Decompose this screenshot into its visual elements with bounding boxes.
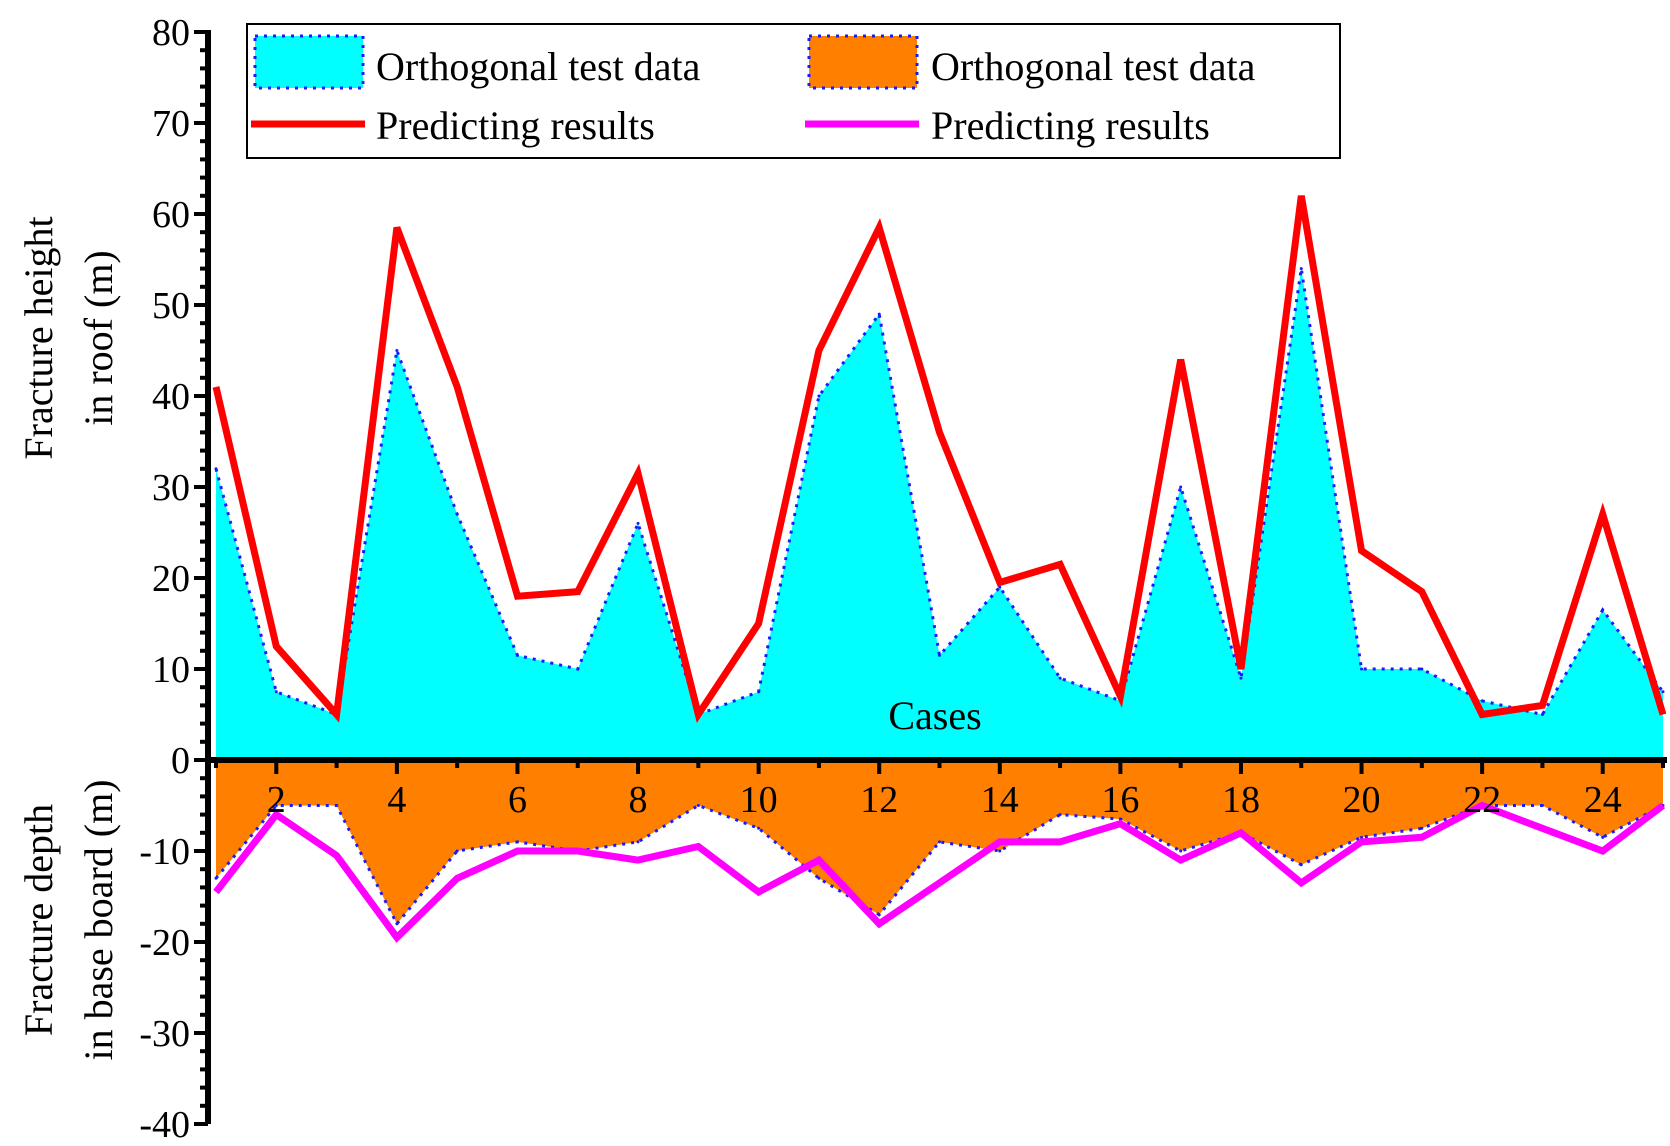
y-axis-title-upper-line1: Fracture height bbox=[16, 216, 61, 459]
data-point-series-1-15 bbox=[1058, 813, 1062, 817]
data-point-series-1-14 bbox=[998, 849, 1002, 853]
data-point-series-0-18 bbox=[1239, 676, 1243, 680]
data-point-series-0-15 bbox=[1058, 676, 1062, 680]
y-tick-label-20: 20 bbox=[152, 558, 190, 600]
data-point-series-0-23 bbox=[1540, 713, 1544, 716]
data-point-series-1-16 bbox=[1118, 817, 1122, 821]
data-point-series-0-22 bbox=[1480, 699, 1484, 703]
data-point-series-1-19 bbox=[1299, 863, 1303, 867]
legend-label-0: Orthogonal test data bbox=[376, 44, 701, 89]
x-tick-label-2: 2 bbox=[267, 779, 286, 821]
y-tick-label--40: -40 bbox=[139, 1104, 190, 1146]
data-point-series-0-4 bbox=[395, 349, 399, 352]
data-point-series-0-5 bbox=[455, 512, 459, 516]
x-axis-title: Cases bbox=[888, 693, 981, 738]
data-point-series-0-19 bbox=[1299, 267, 1303, 271]
x-tick-label-20: 20 bbox=[1343, 779, 1381, 821]
y-tick-label-50: 50 bbox=[152, 285, 190, 327]
legend-swatch-orange bbox=[807, 34, 919, 90]
line-layer bbox=[212, 195, 1667, 943]
data-point-series-1-4 bbox=[395, 922, 399, 926]
data-point-series-1-23 bbox=[1540, 804, 1544, 807]
data-point-series-1-21 bbox=[1420, 826, 1424, 830]
data-point-series-0-11 bbox=[817, 394, 821, 398]
data-point-series-1-6 bbox=[515, 840, 519, 844]
x-tick-label-12: 12 bbox=[860, 779, 898, 821]
data-point-series-1-3 bbox=[335, 804, 339, 807]
x-tick-label-8: 8 bbox=[629, 779, 648, 821]
data-point-series-0-25 bbox=[1661, 690, 1665, 694]
data-point-series-1-8 bbox=[636, 840, 640, 844]
data-point-series-0-21 bbox=[1420, 667, 1424, 671]
x-tick-label-10: 10 bbox=[740, 779, 778, 821]
data-point-series-1-24 bbox=[1601, 835, 1605, 839]
x-tick-label-22: 22 bbox=[1463, 779, 1501, 821]
legend-box bbox=[246, 23, 1341, 159]
data-point-series-0-20 bbox=[1360, 667, 1364, 671]
data-point-series-0-7 bbox=[576, 667, 580, 671]
data-point-series-1-9 bbox=[696, 804, 700, 807]
x-tick-label-4: 4 bbox=[387, 779, 406, 821]
legend-label-2: Predicting results bbox=[376, 103, 655, 148]
x-tick-label-6: 6 bbox=[508, 779, 527, 821]
x-tick-label-16: 16 bbox=[1101, 779, 1139, 821]
data-point-series-0-12 bbox=[877, 312, 881, 316]
y-tick-label-10: 10 bbox=[152, 649, 190, 691]
legend-label-1: Orthogonal test data bbox=[931, 44, 1256, 89]
y-tick-label--10: -10 bbox=[139, 831, 190, 873]
data-point-series-0-13 bbox=[938, 653, 941, 657]
data-point-series-0-8 bbox=[636, 521, 640, 525]
data-point-series-0-17 bbox=[1179, 485, 1183, 489]
y-tick-label-0: 0 bbox=[171, 740, 190, 782]
y-tick-label-70: 70 bbox=[152, 103, 190, 145]
y-tick-label-80: 80 bbox=[152, 12, 190, 54]
legend-swatch-cyan bbox=[253, 34, 365, 90]
data-point-series-1-17 bbox=[1179, 849, 1183, 853]
area-fill-series-0 bbox=[216, 268, 1663, 760]
y-axis-title-lower-line1: Fracture depth bbox=[16, 804, 61, 1036]
area-layer bbox=[214, 267, 1665, 927]
data-point-series-0-6 bbox=[515, 653, 519, 657]
data-point-series-1-1 bbox=[214, 876, 218, 880]
y-axis-title-upper-line2: in roof (m) bbox=[76, 250, 121, 426]
x-tick-label-14: 14 bbox=[981, 779, 1019, 821]
data-point-series-1-10 bbox=[757, 826, 761, 830]
data-point-series-1-5 bbox=[455, 849, 459, 853]
legend-label-3: Predicting results bbox=[931, 103, 1210, 148]
y-tick-label-40: 40 bbox=[152, 376, 190, 418]
y-axis-title-lower-line2: in base board (m) bbox=[76, 779, 121, 1060]
data-point-series-1-20 bbox=[1360, 835, 1364, 839]
data-point-series-0-24 bbox=[1601, 608, 1605, 612]
x-tick-label-24: 24 bbox=[1584, 779, 1622, 821]
x-tick-label-18: 18 bbox=[1222, 779, 1260, 821]
data-point-series-1-12 bbox=[877, 913, 881, 917]
y-tick-label-30: 30 bbox=[152, 467, 190, 509]
data-point-series-0-10 bbox=[757, 690, 761, 694]
data-point-series-1-13 bbox=[938, 840, 941, 844]
data-point-series-1-2 bbox=[274, 804, 278, 807]
data-point-series-0-2 bbox=[274, 690, 278, 694]
y-tick-label--20: -20 bbox=[139, 922, 190, 964]
data-point-series-0-1 bbox=[214, 467, 218, 471]
legend: Orthogonal test data Orthogonal test dat… bbox=[246, 23, 1341, 159]
y-tick-label-60: 60 bbox=[152, 194, 190, 236]
data-point-series-1-11 bbox=[817, 876, 821, 880]
y-tick-label--30: -30 bbox=[139, 1013, 190, 1055]
